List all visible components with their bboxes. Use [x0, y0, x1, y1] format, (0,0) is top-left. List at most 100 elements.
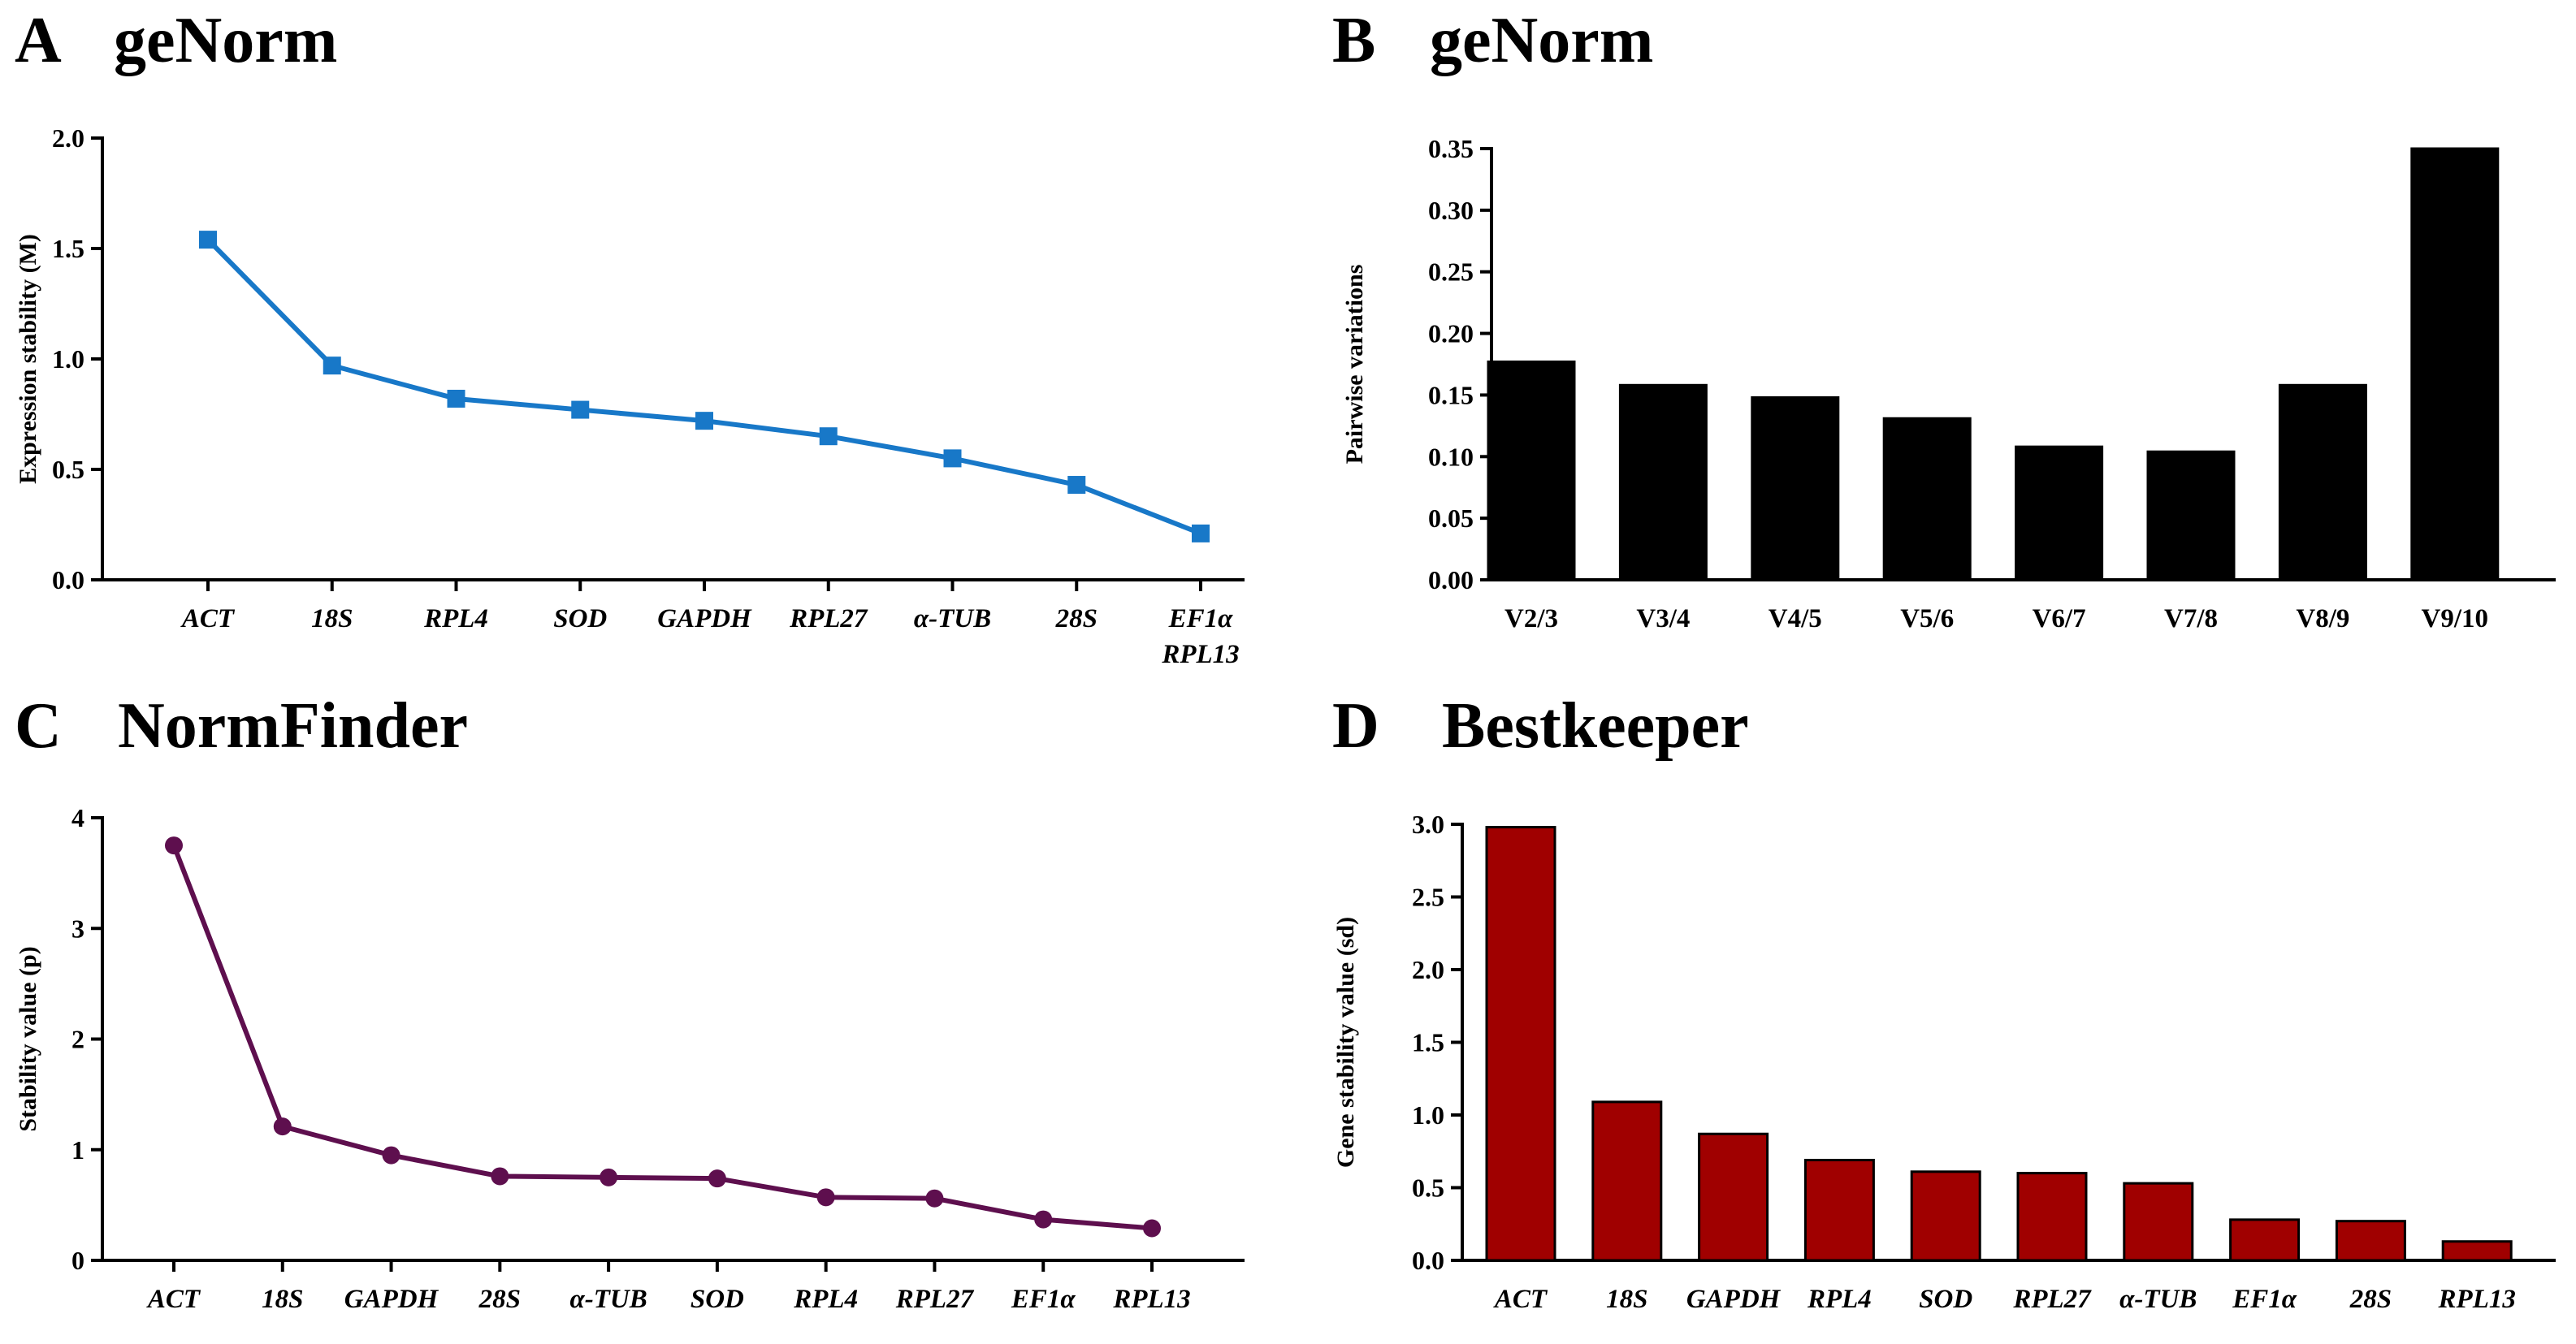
panel-letter: A [15, 5, 62, 76]
point-18s [323, 357, 341, 375]
point-rpl4 [447, 389, 465, 408]
y-tick-label: 1.5 [1412, 1028, 1444, 1057]
x-tick-label: RPL4 [423, 604, 488, 633]
panel-letter: D [1332, 690, 1379, 762]
x-tick-label: 18S [262, 1285, 303, 1314]
bar-v3-4 [1618, 383, 1708, 581]
x-tick-label: GAPDH [1686, 1285, 1782, 1314]
y-tick-label: 1.5 [52, 234, 84, 263]
x-tick-label: V9/10 [2422, 604, 2489, 633]
bar-v2-3 [1487, 360, 1576, 581]
x-tick-label: V5/6 [1900, 604, 1954, 633]
point-18s [273, 1117, 292, 1136]
series-line [206, 238, 1202, 536]
point-act [165, 836, 183, 855]
chart-title: NormFinder [118, 690, 468, 762]
x-tick-label: V3/4 [1636, 604, 1690, 633]
x-tick-label: RPL4 [1807, 1285, 1872, 1314]
x-tick-label: V6/7 [2033, 604, 2086, 633]
bar-28s [2335, 1220, 2406, 1262]
x-tick-label: EF1α RPL13 [1161, 604, 1239, 669]
bar-sod [1910, 1170, 1981, 1262]
bar-α-tub [2123, 1182, 2194, 1262]
bar-v8-9 [2278, 383, 2367, 581]
x-tick-label: EF1α [1011, 1285, 1076, 1314]
point-ef1α [1192, 524, 1210, 542]
bar-v9-10 [2410, 147, 2500, 581]
chart-title: Bestkeeper [1442, 690, 1749, 762]
x-tick-label: V7/8 [2164, 604, 2218, 633]
x-tick-label: RPL4 [793, 1285, 858, 1314]
x-tick-label: GAPDH [344, 1285, 439, 1314]
x-tick-label: SOD [553, 604, 607, 633]
bar-rpl4 [1803, 1158, 1875, 1262]
y-axis-label: Gene stability value (sd) [1332, 917, 1359, 1168]
x-tick-label: RPL13 [1112, 1285, 1190, 1314]
y-tick-label: 1.0 [1412, 1100, 1444, 1130]
x-tick-label: RPL27 [895, 1285, 975, 1314]
point-α-tub [943, 449, 962, 468]
x-tick-label: ACT [180, 604, 236, 633]
y-tick-label: 1.0 [52, 344, 84, 374]
bar-rpl27 [2016, 1172, 2088, 1262]
y-tick-label: 0.20 [1428, 319, 1474, 348]
bar-rpl13 [2441, 1240, 2513, 1262]
y-tick-label: 3.0 [1412, 810, 1444, 839]
x-tick-label: ACT [1493, 1285, 1548, 1314]
x-tick-label: 18S [1606, 1285, 1647, 1314]
panel-letter: B [1332, 5, 1375, 76]
x-tick-label: 28S [478, 1285, 521, 1314]
x-tick-label: EF1α [2232, 1285, 2297, 1314]
y-axis-label: Expression stability (M) [15, 234, 41, 484]
x-tick-label: 28S [1055, 604, 1098, 633]
y-tick-label: 2.0 [52, 123, 84, 153]
y-tick-label: 0.30 [1428, 196, 1474, 225]
x-tick-label: GAPDH [657, 604, 752, 633]
bar-v7-8 [2146, 450, 2236, 581]
x-tick-label: V4/5 [1769, 604, 1822, 633]
x-tick-label: α-TUB [2119, 1285, 2197, 1314]
y-tick-label: 0.10 [1428, 442, 1474, 471]
y-tick-label: 0.5 [1412, 1173, 1444, 1203]
point-ef1α [1034, 1210, 1053, 1229]
y-tick-label: 0.0 [1412, 1246, 1444, 1275]
point-gapdh [695, 412, 713, 430]
x-tick-label: RPL13 [2438, 1285, 2516, 1314]
x-tick-label: V2/3 [1504, 604, 1558, 633]
y-tick-label: 0.5 [52, 455, 84, 484]
chart-title: geNorm [114, 5, 337, 76]
chart-title: geNorm [1430, 5, 1653, 76]
x-tick-label: RPL27 [2012, 1285, 2092, 1314]
x-tick-label: RPL27 [789, 604, 868, 633]
bar-act [1485, 826, 1556, 1262]
bar-18s [1591, 1100, 1663, 1262]
bar-ef1α [2229, 1218, 2301, 1262]
x-tick-label: α-TUB [569, 1285, 647, 1314]
x-tick-label: ACT [146, 1285, 201, 1314]
bar-v6-7 [2015, 445, 2104, 581]
bar-v5-6 [1882, 417, 1972, 581]
series-line [171, 844, 1153, 1231]
point-sod [571, 400, 590, 419]
bar-gapdh [1698, 1132, 1769, 1262]
chart-c: C NormFinder 0 1 2 3 4 Stability value (p) ACT 18… [15, 690, 1245, 1314]
y-tick-label: 0.0 [52, 565, 84, 594]
x-tick-label: SOD [691, 1285, 744, 1314]
y-tick-label: 0.15 [1428, 380, 1474, 409]
y-axis-label: Stability value (p) [15, 946, 41, 1131]
point-28s [1067, 476, 1086, 495]
x-tick-label: α-TUB [914, 604, 991, 633]
x-tick-label: V8/9 [2296, 604, 2349, 633]
y-tick-label: 0.05 [1428, 503, 1474, 533]
y-tick-label: 0.00 [1428, 565, 1474, 594]
y-tick-label: 0 [71, 1246, 84, 1275]
y-tick-label: 3 [71, 914, 84, 943]
y-tick-label: 0.35 [1428, 134, 1474, 163]
point-α-tub [600, 1168, 618, 1186]
point-gapdh [382, 1146, 400, 1165]
point-rpl13 [1143, 1219, 1161, 1238]
x-tick-label: SOD [1919, 1285, 1972, 1314]
